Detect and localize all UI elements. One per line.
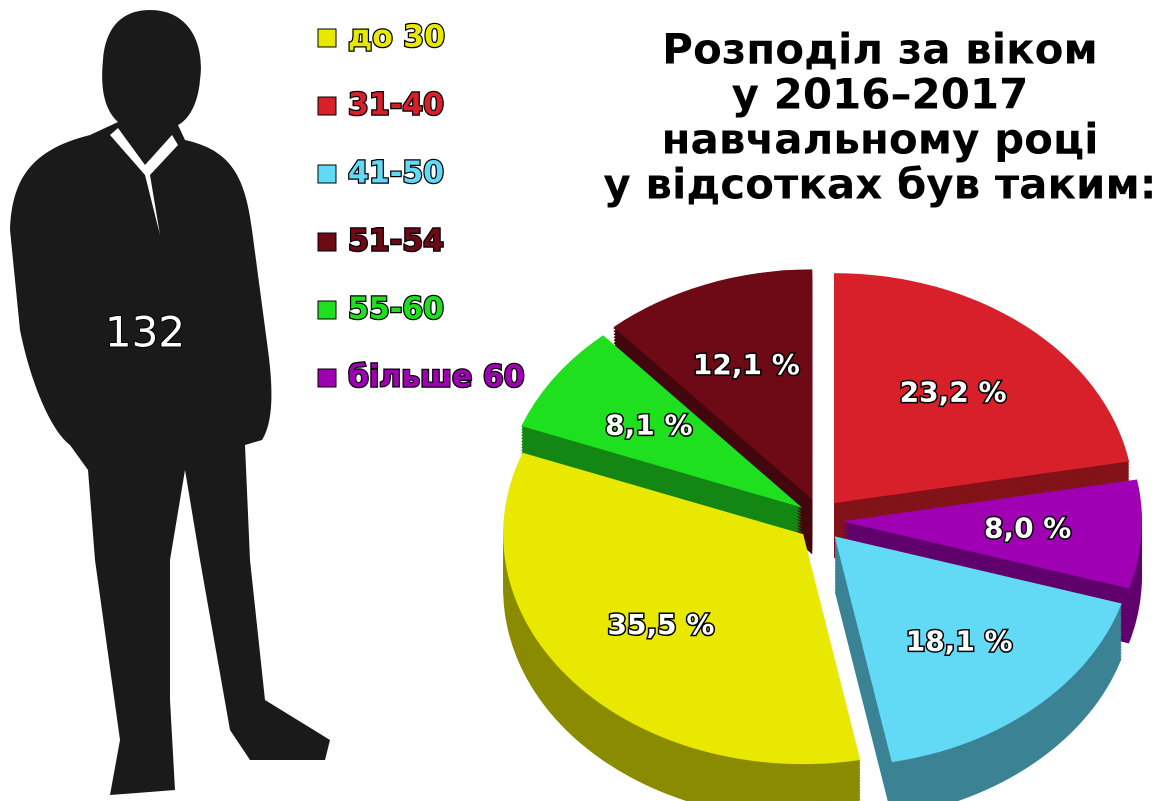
value-label: 12,1 % <box>693 348 800 381</box>
silhouette <box>10 10 330 795</box>
count-label: 132 <box>105 308 185 357</box>
legend-label: 51-54 <box>348 224 444 259</box>
value-label: 18,1 % <box>906 624 1013 657</box>
legend-swatch <box>318 233 336 251</box>
title-line: у 2016–2017 <box>732 70 1029 119</box>
legend-swatch <box>318 29 336 47</box>
legend-swatch <box>318 369 336 387</box>
legend-label: до 30 <box>348 20 445 55</box>
value-label: 8,1 % <box>605 408 692 441</box>
legend: до 30 31-40 41-50 51-54 55-60 більше 60 <box>318 20 525 395</box>
legend-swatch <box>318 301 336 319</box>
legend-label: більше 60 <box>348 360 525 395</box>
legend-swatch <box>318 165 336 183</box>
pie: 23,2 % 8,0 % 18,1 % 35,5 % 8,1 %12,1 % <box>503 269 1142 801</box>
value-label: 35,5 % <box>607 608 714 641</box>
legend-label: 41-50 <box>348 156 444 191</box>
chart: 132 Розподіл за вікому 2016–2017навчальн… <box>0 0 1165 801</box>
legend-label: 55-60 <box>348 292 444 327</box>
title-line: Розподіл за віком <box>662 25 1098 74</box>
title-line: навчальному році <box>661 115 1098 164</box>
title-line: у відсотках був таким: <box>603 160 1156 209</box>
value-label: 23,2 % <box>900 375 1007 408</box>
legend-label: 31-40 <box>348 88 444 123</box>
value-label: 8,0 % <box>984 511 1071 544</box>
legend-swatch <box>318 97 336 115</box>
